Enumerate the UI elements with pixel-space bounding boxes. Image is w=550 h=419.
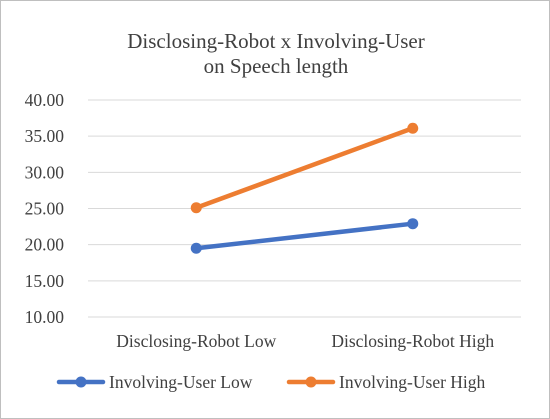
data-point	[190, 202, 202, 214]
legend-label: Involving-User High	[339, 372, 486, 392]
y-tick-label: 35.00	[25, 126, 65, 146]
x-axis: Disclosing-Robot Low Disclosing-Robot Hig…	[116, 331, 494, 351]
legend-label: Involving-User Low	[109, 372, 253, 392]
y-axis: 10.00 15.00 20.00 25.00 30.00 35.00 40.00	[25, 90, 65, 327]
chart-title-line-1: Disclosing-Robot x Involving-User	[127, 29, 424, 53]
y-tick-label: 40.00	[25, 90, 65, 110]
y-tick-label: 30.00	[25, 162, 65, 182]
y-tick-label: 15.00	[25, 271, 65, 291]
x-tick-label: Disclosing-Robot High	[331, 331, 494, 351]
data-point	[190, 242, 202, 254]
legend-swatch-marker	[75, 376, 87, 388]
legend-swatch-marker	[305, 376, 317, 388]
y-tick-label: 20.00	[25, 235, 65, 255]
y-tick-label: 25.00	[25, 199, 65, 219]
y-tick-label: 10.00	[25, 307, 65, 327]
chart-title-line-2: on Speech length	[204, 54, 349, 78]
series-group	[190, 122, 419, 254]
data-point	[407, 218, 419, 230]
legend: Involving-User Low Involving-User High	[56, 372, 486, 392]
series-line-1	[194, 221, 415, 251]
x-tick-label: Disclosing-Robot Low	[116, 331, 276, 351]
series-line-2	[194, 125, 415, 211]
gridlines	[88, 99, 521, 318]
data-point	[407, 122, 419, 134]
